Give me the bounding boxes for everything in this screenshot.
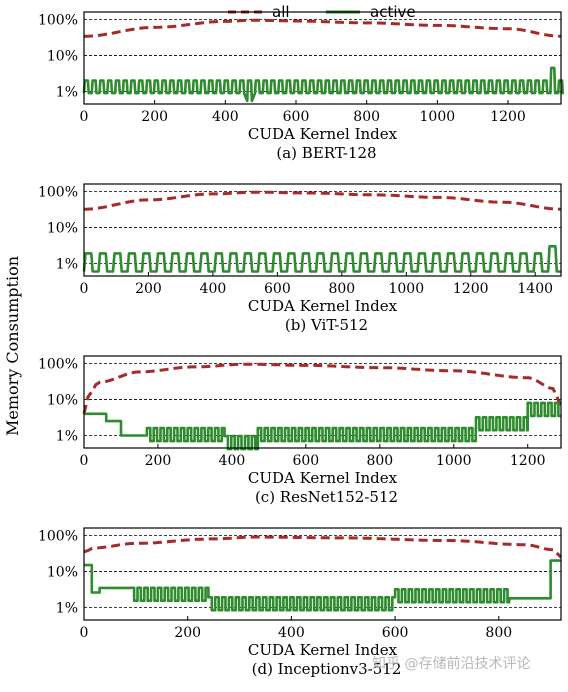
x-tick-label: 1000 bbox=[388, 281, 424, 297]
series-all-line bbox=[83, 18, 562, 38]
x-tick-label: 600 bbox=[283, 109, 310, 125]
plot-frame bbox=[83, 355, 562, 449]
series-all-line bbox=[82, 362, 563, 415]
x-axis-label: CUDA Kernel Index bbox=[248, 641, 398, 659]
panel-caption: (b) ViT-512 bbox=[285, 316, 368, 334]
series-active-line bbox=[84, 401, 561, 451]
panel-bert: 100% 10% 1%0 200 400 600 800 1000 1200 CUDA Kerne… bbox=[38, 11, 565, 162]
x-axis-label: CUDA Kernel Index bbox=[248, 125, 398, 143]
y-tick-label: 100% bbox=[38, 356, 78, 372]
x-tick-label: 800 bbox=[485, 625, 512, 641]
y-tick-label: 1% bbox=[56, 600, 78, 616]
x-tick-label: 600 bbox=[382, 625, 409, 641]
x-tick-label: 200 bbox=[141, 109, 168, 125]
series-active-line bbox=[82, 66, 565, 103]
y-tick-label: 10% bbox=[47, 564, 78, 580]
x-tick-label: 400 bbox=[212, 109, 239, 125]
series-all-line bbox=[83, 190, 562, 211]
x-tick-label: 800 bbox=[328, 281, 355, 297]
panel-inception: 100% 10% 1%0 200 400 600 800 CUDA Kernel Index(… bbox=[38, 527, 563, 678]
panel-vit: 100% 10% 1%0 200 400 600 800 1000 1200 1400 CUDA K… bbox=[38, 183, 562, 334]
plot-frame bbox=[83, 11, 562, 105]
panel-caption: (d) Inceptionv3-512 bbox=[252, 660, 402, 678]
series-all-line bbox=[83, 535, 563, 559]
x-tick-label: 0 bbox=[80, 453, 89, 469]
x-tick-label: 400 bbox=[278, 625, 305, 641]
y-tick-label: 100% bbox=[38, 184, 78, 200]
x-tick-label: 1200 bbox=[510, 453, 546, 469]
x-tick-label: 200 bbox=[174, 625, 201, 641]
x-tick-label: 200 bbox=[145, 453, 172, 469]
series-active-line bbox=[82, 245, 561, 273]
x-axis-label: CUDA Kernel Index bbox=[248, 469, 398, 487]
x-tick-label: 600 bbox=[292, 453, 319, 469]
x-tick-label: 1400 bbox=[517, 281, 553, 297]
x-tick-label: 0 bbox=[80, 109, 89, 125]
x-tick-label: 400 bbox=[200, 281, 227, 297]
x-axis-label: CUDA Kernel Index bbox=[248, 297, 398, 315]
y-tick-label: 100% bbox=[38, 528, 78, 544]
plot-frame bbox=[83, 183, 562, 277]
x-tick-label: 0 bbox=[80, 625, 89, 641]
x-tick-label: 400 bbox=[219, 453, 246, 469]
x-tick-label: 800 bbox=[366, 453, 393, 469]
x-tick-label: 1000 bbox=[436, 453, 472, 469]
y-tick-label: 10% bbox=[47, 392, 78, 408]
series-active-line bbox=[84, 559, 561, 612]
plot-frame bbox=[83, 527, 562, 621]
x-tick-label: 1000 bbox=[420, 109, 456, 125]
x-tick-label: 600 bbox=[264, 281, 291, 297]
x-tick-label: 1200 bbox=[453, 281, 489, 297]
watermark-text: 知乎 @存储前沿技术评论 bbox=[372, 655, 530, 672]
panel-caption: (a) BERT-128 bbox=[276, 144, 376, 162]
y-tick-label: 1% bbox=[56, 256, 78, 272]
panel-resnet: 100% 10% 1%0 200 400 600 800 1000 1200 CUDA Kerne… bbox=[38, 355, 563, 506]
x-tick-label: 0 bbox=[80, 281, 89, 297]
y-tick-label: 1% bbox=[56, 84, 78, 100]
x-tick-label: 800 bbox=[353, 109, 380, 125]
x-tick-label: 200 bbox=[135, 281, 162, 297]
y-tick-label: 10% bbox=[47, 48, 78, 64]
x-tick-label: 1200 bbox=[490, 109, 526, 125]
y-tick-label: 100% bbox=[38, 12, 78, 28]
panel-caption: (c) ResNet152-512 bbox=[255, 488, 398, 506]
y-tick-label: 1% bbox=[56, 428, 78, 444]
y-axis-label: Memory Consumption bbox=[3, 256, 22, 436]
y-tick-label: 10% bbox=[47, 220, 78, 236]
